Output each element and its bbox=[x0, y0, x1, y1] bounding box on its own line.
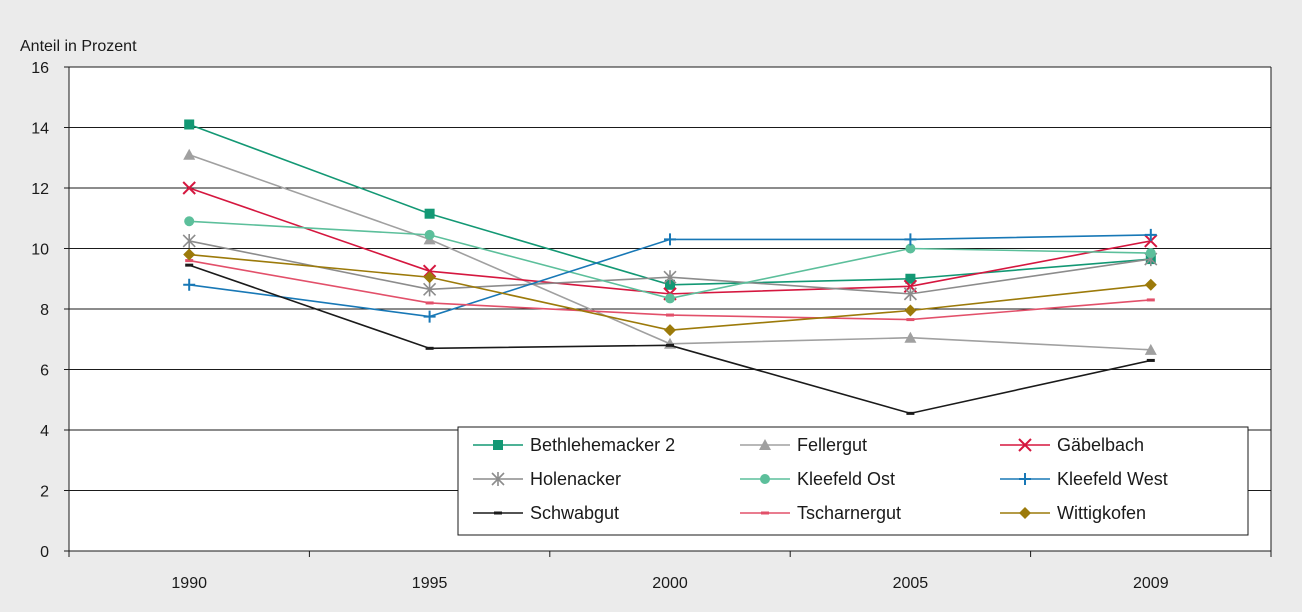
series-wittigkofen bbox=[183, 248, 1157, 337]
data-point bbox=[666, 313, 674, 317]
legend: Bethlehemacker 2 Fellergut Gäbelbach Holena… bbox=[457, 426, 1249, 536]
data-point bbox=[183, 248, 196, 261]
data-point bbox=[424, 229, 435, 240]
data-point bbox=[1144, 343, 1157, 355]
x-tick-label: 1990 bbox=[171, 575, 207, 592]
y-tick-label: 10 bbox=[31, 242, 49, 259]
data-point bbox=[423, 282, 437, 297]
data-point bbox=[905, 243, 916, 254]
y-tick-label: 2 bbox=[40, 484, 49, 501]
legend-label: Wittigkofen bbox=[1057, 503, 1146, 523]
data-point bbox=[1146, 358, 1155, 362]
y-tick-label: 16 bbox=[31, 60, 49, 77]
y-tick-label: 0 bbox=[40, 544, 49, 561]
data-point bbox=[666, 343, 674, 347]
y-tick-label: 14 bbox=[31, 121, 49, 138]
data-point bbox=[423, 271, 436, 284]
data-point bbox=[184, 216, 195, 227]
data-point bbox=[182, 181, 196, 195]
data-point bbox=[184, 119, 195, 130]
legend-item: Holenacker bbox=[473, 469, 621, 489]
x-tick-label: 2005 bbox=[893, 575, 929, 592]
legend-label: Fellergut bbox=[797, 435, 867, 455]
data-point bbox=[423, 310, 436, 323]
legend-label: Holenacker bbox=[530, 469, 621, 489]
legend-item: Fellergut bbox=[740, 435, 867, 455]
legend-label: Tscharnergut bbox=[797, 503, 901, 523]
legend-label: Gäbelbach bbox=[1057, 435, 1144, 455]
data-point bbox=[185, 259, 194, 263]
data-point bbox=[1146, 298, 1155, 302]
x-tick-label: 2009 bbox=[1133, 575, 1169, 592]
x-tick-label: 2000 bbox=[652, 575, 688, 592]
series-kleefeld-ost bbox=[184, 216, 1156, 304]
data-point bbox=[185, 263, 194, 267]
data-point bbox=[1144, 234, 1158, 248]
legend-item: Gäbelbach bbox=[1000, 435, 1144, 455]
series-kleefeld-west bbox=[183, 228, 1157, 323]
data-point bbox=[906, 411, 915, 415]
data-point bbox=[665, 279, 675, 290]
x-tick-label: 1995 bbox=[412, 575, 448, 592]
legend-marker bbox=[493, 440, 503, 450]
data-point bbox=[664, 233, 676, 246]
legend-label: Schwabgut bbox=[530, 503, 619, 523]
legend-item: Kleefeld West bbox=[1000, 469, 1168, 489]
legend-marker bbox=[1019, 507, 1031, 519]
legend-marker bbox=[761, 511, 769, 515]
y-tick-label: 4 bbox=[40, 423, 49, 440]
y-tick-label: 6 bbox=[40, 363, 49, 380]
y-tick-label: 12 bbox=[31, 181, 49, 198]
data-point bbox=[906, 318, 915, 322]
series-schwabgut bbox=[185, 263, 1155, 415]
data-point bbox=[663, 270, 677, 285]
legend-marker bbox=[760, 474, 770, 484]
legend-item: Schwabgut bbox=[473, 503, 619, 523]
series-lines bbox=[182, 119, 1158, 415]
data-point bbox=[904, 304, 917, 317]
data-point bbox=[1144, 278, 1157, 291]
legend-label: Kleefeld Ost bbox=[797, 469, 895, 489]
legend-marker bbox=[1019, 473, 1031, 485]
legend-item: Kleefeld Ost bbox=[740, 469, 895, 489]
legend-label: Bethlehemacker 2 bbox=[530, 435, 675, 455]
axes: 0 2 4 6 8 10 12 14 16 Anteil in Prozent 1990 1995 20… bbox=[20, 38, 1272, 592]
data-point bbox=[665, 293, 675, 304]
series-tscharnergut bbox=[185, 259, 1155, 322]
data-point bbox=[905, 273, 916, 284]
data-point bbox=[425, 346, 434, 350]
legend-marker bbox=[491, 472, 505, 486]
legend-marker bbox=[1018, 438, 1032, 452]
data-point bbox=[904, 233, 917, 246]
data-point bbox=[182, 233, 196, 248]
legend-item: Bethlehemacker 2 bbox=[473, 435, 675, 455]
data-point bbox=[1145, 248, 1156, 259]
y-tick-label: 8 bbox=[40, 302, 49, 319]
legend-marker bbox=[494, 511, 502, 515]
legend-marker bbox=[759, 439, 771, 450]
data-point bbox=[903, 286, 917, 301]
data-point bbox=[183, 148, 196, 160]
legend-box bbox=[457, 426, 1249, 536]
data-point bbox=[904, 331, 917, 343]
legend-item: Wittigkofen bbox=[1000, 503, 1146, 523]
data-point bbox=[1144, 228, 1157, 241]
data-point bbox=[664, 324, 676, 337]
data-point bbox=[424, 208, 435, 219]
data-point bbox=[183, 278, 196, 291]
series-holenacker bbox=[182, 233, 1158, 301]
legend-label: Kleefeld West bbox=[1057, 469, 1168, 489]
data-point bbox=[422, 264, 437, 278]
data-point bbox=[425, 301, 434, 305]
y-axis-title: Anteil in Prozent bbox=[20, 38, 137, 55]
legend-item: Tscharnergut bbox=[740, 503, 901, 523]
